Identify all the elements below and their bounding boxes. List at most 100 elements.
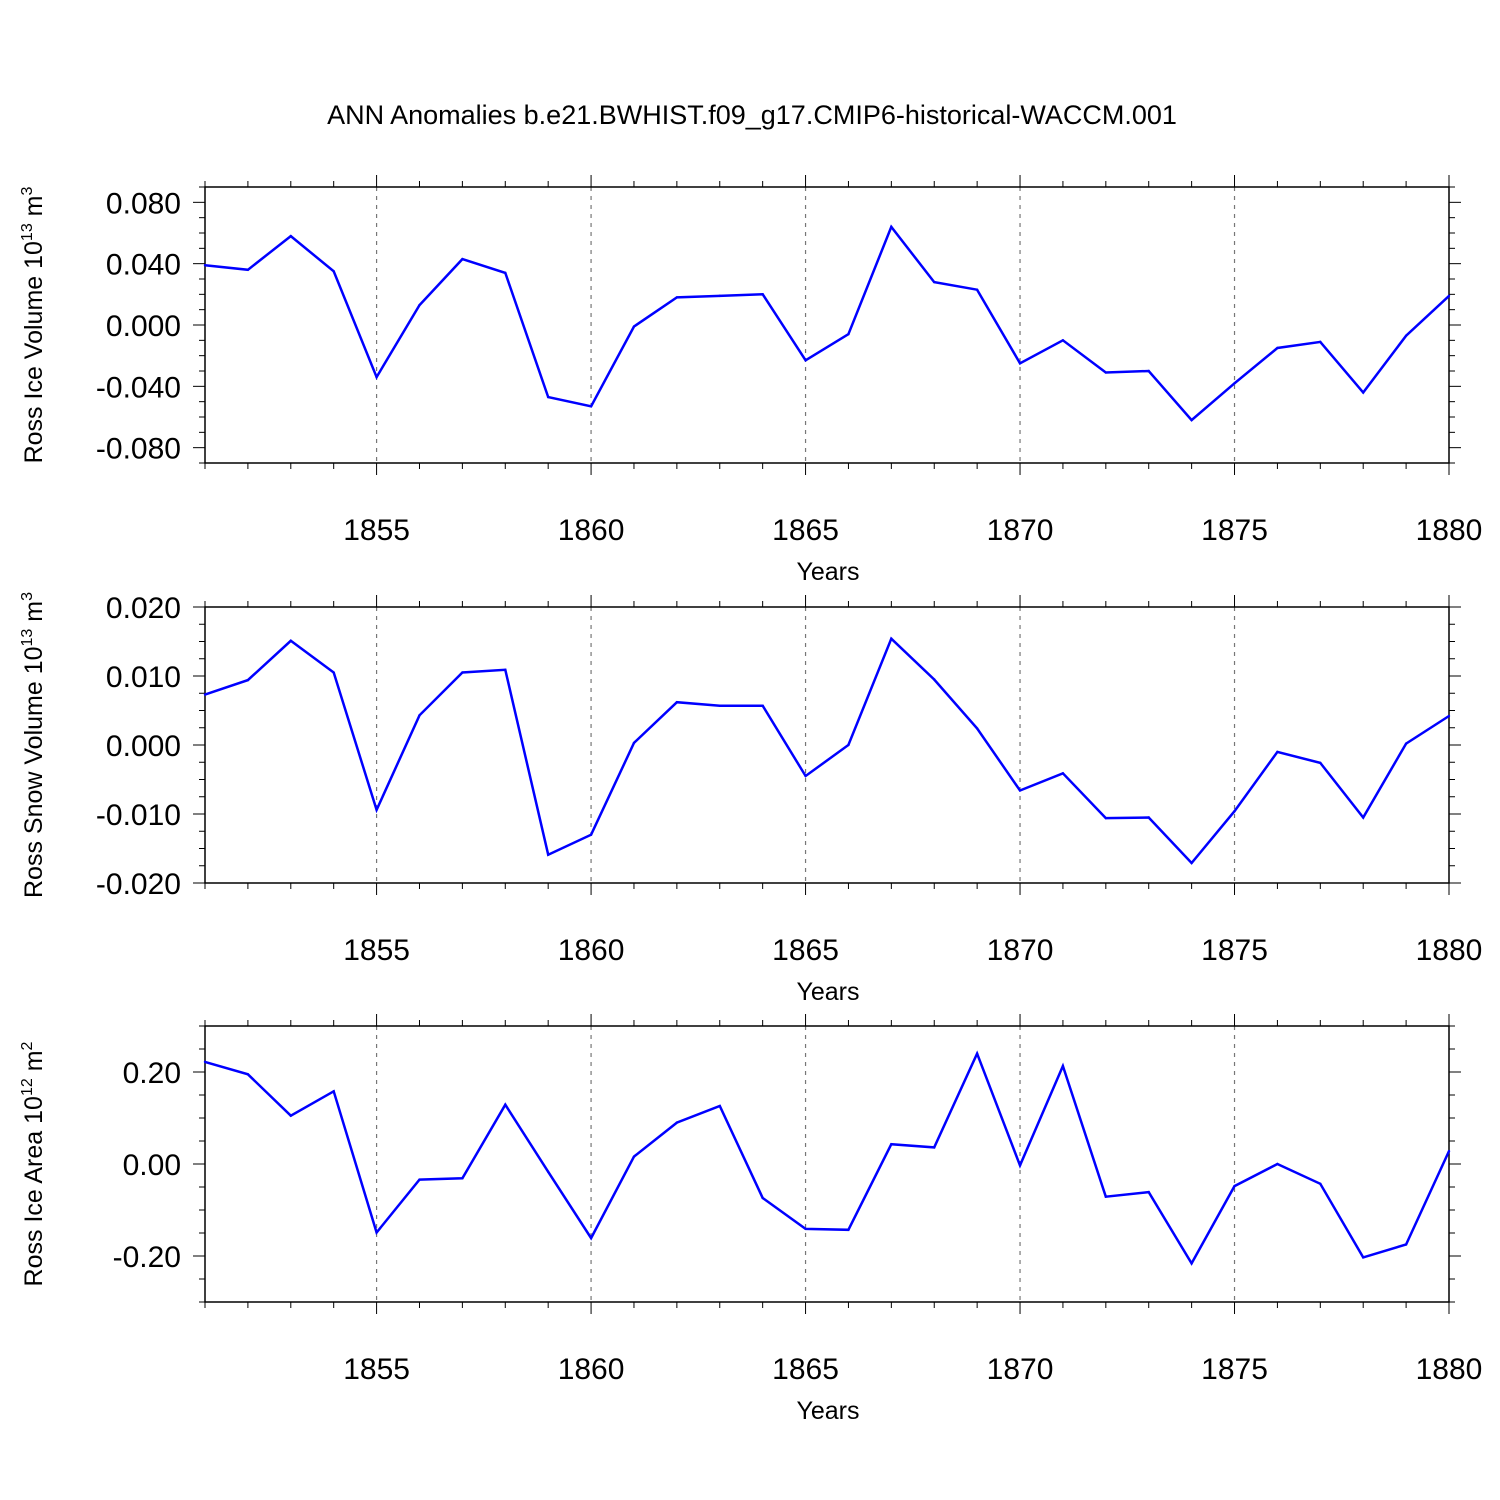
data-point	[1147, 816, 1150, 819]
data-point	[1319, 1182, 1322, 1185]
y-tick-label: 0.20	[123, 1057, 181, 1090]
data-point	[1447, 714, 1451, 718]
x-tick-label: 1870	[987, 934, 1054, 967]
x-tick-label: 1865	[772, 1353, 839, 1386]
x-tick-label: 1880	[1416, 1353, 1483, 1386]
data-point	[847, 1228, 850, 1231]
data-point	[632, 1155, 636, 1158]
x-tick-label: 1865	[772, 514, 839, 547]
data-point	[289, 1114, 292, 1117]
y-axis-title: Ross Ice Area 1012 m2	[19, 1041, 48, 1286]
data-point	[1018, 1164, 1022, 1167]
data-point	[1362, 391, 1365, 394]
data-point	[847, 743, 850, 747]
data-point	[975, 1052, 979, 1055]
data-point	[589, 405, 593, 408]
data-point	[632, 741, 636, 745]
data-point	[1404, 742, 1408, 745]
data-point	[504, 271, 507, 275]
data-point	[1233, 810, 1236, 813]
data-point	[589, 833, 593, 836]
y-axis-title: Ross Ice Volume 1013 m3	[19, 186, 48, 463]
x-tick-label: 1875	[1201, 514, 1268, 547]
data-point	[1190, 1262, 1193, 1265]
data-point	[418, 714, 421, 717]
x-tick-label: 1880	[1416, 934, 1483, 967]
data-point	[504, 1103, 507, 1106]
y-axis-title: Ross Snow Volume 1013 m3	[19, 592, 48, 898]
data-point	[1447, 1149, 1451, 1153]
data-point	[975, 288, 979, 291]
data-point	[761, 704, 764, 707]
data-point	[289, 639, 292, 643]
data-point	[1061, 339, 1065, 342]
data-point	[461, 257, 464, 261]
y-tick-label: -0.020	[96, 868, 181, 901]
x-axis-title: Years	[796, 978, 859, 1006]
data-point	[375, 1231, 378, 1234]
data-point	[1061, 1064, 1065, 1068]
x-axis-title: Years	[796, 1397, 859, 1425]
data-point	[1362, 1256, 1365, 1259]
data-point	[1404, 334, 1408, 337]
x-tick-label: 1855	[343, 514, 410, 547]
y-tick-label: 0.040	[106, 249, 181, 282]
data-point	[933, 678, 936, 681]
data-point	[332, 671, 335, 674]
data-point	[1104, 371, 1108, 374]
y-tick-label: 0.010	[106, 661, 181, 694]
data-point	[375, 808, 378, 812]
data-point	[461, 1177, 464, 1180]
data-point	[589, 1236, 593, 1240]
x-tick-label: 1870	[987, 1353, 1054, 1386]
x-tick-label: 1865	[772, 934, 839, 967]
y-tick-label: -0.20	[113, 1241, 181, 1274]
data-point	[1061, 772, 1065, 775]
data-point	[246, 678, 250, 682]
data-point	[1319, 340, 1322, 344]
data-point	[1233, 382, 1236, 385]
data-point	[332, 1090, 335, 1093]
data-point	[761, 1196, 764, 1200]
data-point	[418, 1178, 421, 1181]
series-line	[204, 224, 1450, 422]
data-point	[1018, 789, 1022, 792]
x-tick-label: 1875	[1201, 934, 1268, 967]
data-point	[1190, 861, 1193, 865]
data-point	[246, 268, 250, 271]
data-point	[1104, 1195, 1108, 1198]
data-point	[1404, 1243, 1408, 1246]
plot-frame	[204, 1025, 1450, 1303]
x-axis-title: Years	[796, 558, 859, 586]
data-point	[675, 296, 679, 299]
x-tick-label: 1875	[1201, 1353, 1268, 1386]
data-point	[546, 395, 550, 399]
x-tick-label: 1860	[558, 514, 625, 547]
data-point	[890, 225, 893, 229]
x-tick-label: 1860	[558, 1353, 625, 1386]
y-tick-label: 0.000	[106, 310, 181, 343]
y-tick-label: 0.020	[106, 592, 181, 625]
data-point	[504, 668, 507, 671]
y-tick-label: 0.00	[123, 1149, 181, 1182]
data-point	[546, 853, 550, 856]
data-point	[890, 637, 893, 640]
x-tick-label: 1855	[343, 1353, 410, 1386]
data-point	[933, 1146, 936, 1149]
data-point	[718, 294, 721, 298]
panel-snow-volume: 0.020 0.010 0.000 -0.010 -0.020 1855 1860 1865 1…	[19, 592, 1482, 1006]
y-tick-label: -0.010	[96, 799, 181, 832]
data-point	[1276, 750, 1279, 754]
data-point	[890, 1143, 893, 1146]
y-tick-label: 0.000	[106, 730, 181, 763]
data-point	[804, 774, 807, 778]
data-point	[675, 701, 679, 704]
data-point	[332, 270, 335, 273]
x-tick-label: 1870	[987, 514, 1054, 547]
data-point	[1018, 362, 1022, 365]
data-point	[975, 727, 979, 730]
data-point	[1104, 816, 1108, 820]
data-point	[1276, 1162, 1279, 1166]
panel-ice-volume: 0.080 0.040 0.000 -0.040 -0.080 1855 1860 1865 1…	[19, 175, 1482, 586]
